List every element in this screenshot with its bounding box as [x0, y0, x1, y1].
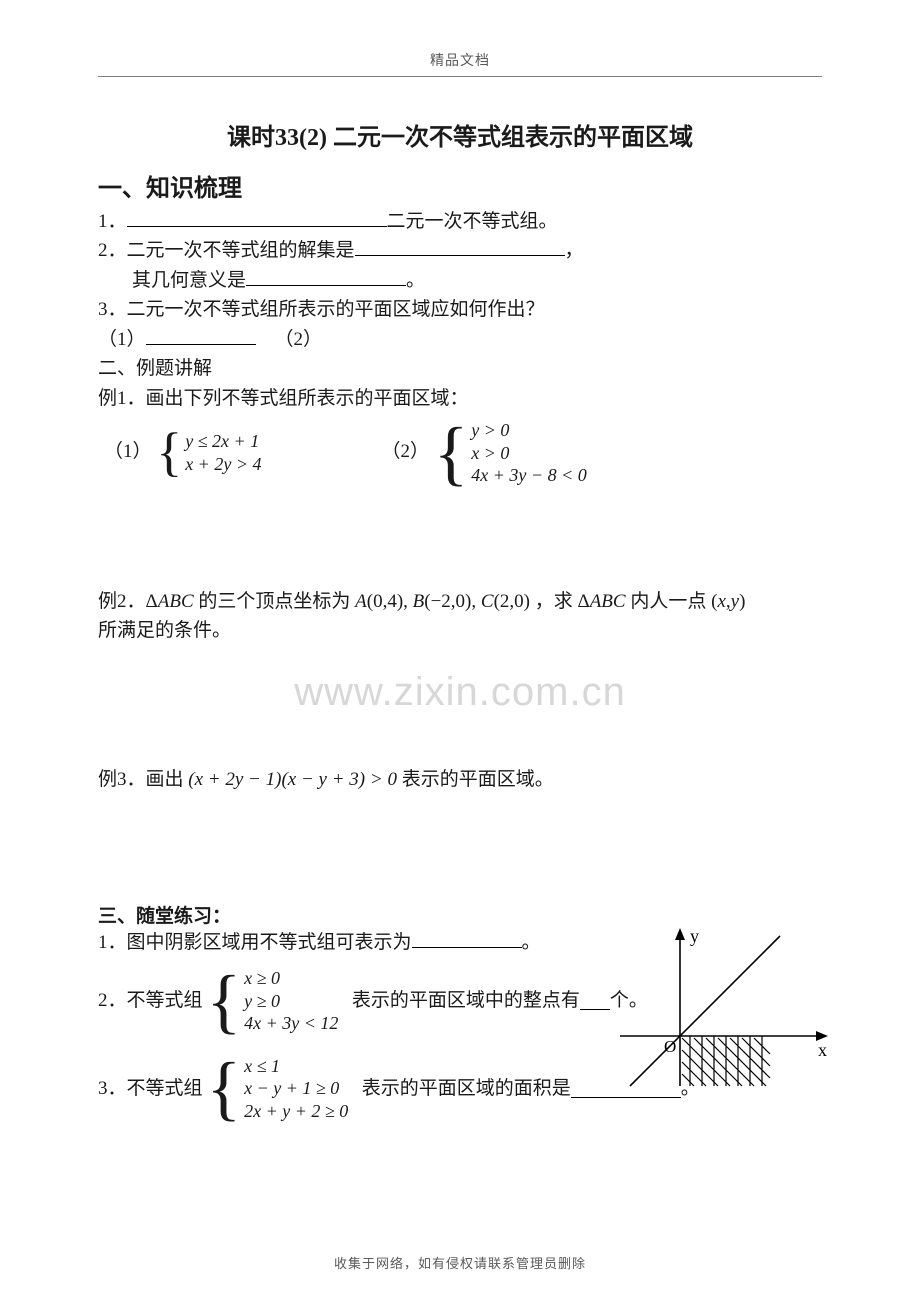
section-2-heading: 二、例题讲解 — [98, 354, 822, 383]
text: 表示的平面区域。 — [402, 769, 554, 790]
text: （2） — [275, 329, 323, 350]
knowledge-item-2-line2: 其几何意义是 。 — [98, 266, 822, 295]
origin-label: O — [664, 1037, 676, 1056]
coordinate-graph: y x O — [620, 926, 830, 1096]
blank-field — [580, 992, 610, 1010]
text: 2．不等式组 — [98, 986, 203, 1015]
page-header: 精品文档 — [98, 50, 822, 77]
example-1-systems: （1） { y ≤ 2x + 1 x + 2y > 4 （2） { y > 0 … — [104, 419, 822, 487]
page-footer: 收集于网络，如有侵权请联系管理员删除 — [0, 1253, 920, 1272]
eq-line: 4x + 3y < 12 — [244, 1012, 338, 1035]
eq-line: x ≥ 0 — [244, 967, 338, 990]
knowledge-item-2: 2．二元一次不等式组的解集是 ， — [98, 236, 822, 265]
section-1-heading: 一、知识梳理 — [98, 168, 822, 203]
eq-line: y ≤ 2x + 1 — [185, 430, 261, 453]
eq-line: x + 2y > 4 — [185, 453, 261, 476]
eq-line: y ≥ 0 — [244, 990, 338, 1013]
blank-field — [127, 209, 387, 227]
left-brace-icon: { — [207, 968, 242, 1034]
knowledge-item-3-sub: （1） （2） — [98, 325, 822, 354]
example-3: 例3．画出 (x + 2y − 1)(x − y + 3) > 0 表示的平面区… — [98, 765, 822, 794]
text: 例3．画出 — [98, 769, 184, 790]
eq-line: 2x + y + 2 ≥ 0 — [244, 1100, 348, 1123]
text: 1．图中阴影区域用不等式组可表示为 — [98, 932, 412, 953]
text: 表示的平面区域中的整点有 — [352, 986, 580, 1015]
eq-line: y > 0 — [471, 419, 586, 442]
eq-line: x − y + 1 ≥ 0 — [244, 1077, 348, 1100]
system-1: （1） { y ≤ 2x + 1 x + 2y > 4 — [104, 428, 261, 478]
section-3-heading: 三、随堂练习： — [98, 901, 822, 928]
y-axis-label: y — [690, 926, 699, 946]
text: 。 — [522, 932, 541, 953]
page-title: 课时33(2) 二元一次不等式组表示的平面区域 — [98, 117, 822, 152]
text: 2．二元一次不等式组的解集是 — [98, 240, 355, 261]
expression: (x + 2y − 1)(x − y + 3) > 0 — [188, 769, 397, 790]
blank-field — [412, 930, 522, 948]
system-1-label: （1） — [104, 441, 152, 462]
text: ΔABC 的三个顶点坐标为 A(0,4), B(−2,0), C(2,0) ，求… — [146, 591, 746, 612]
text: 。 — [406, 270, 425, 291]
eq-line: 4x + 3y − 8 < 0 — [471, 464, 586, 487]
left-brace-icon: { — [156, 428, 182, 478]
x-axis-label: x — [818, 1040, 827, 1060]
text: 3．不等式组 — [98, 1074, 203, 1103]
text: 表示的平面区域的面积是 — [362, 1074, 571, 1103]
example-2-line1: 例2．ΔABC 的三个顶点坐标为 A(0,4), B(−2,0), C(2,0)… — [98, 587, 822, 616]
blank-field — [146, 327, 256, 345]
left-brace-icon: { — [207, 1055, 242, 1121]
example-1-prompt: 例1．画出下列不等式组所表示的平面区域： — [98, 384, 822, 413]
shaded-region — [682, 1036, 770, 1086]
system-2-label: （2） — [381, 441, 429, 462]
left-brace-icon: { — [434, 420, 469, 486]
knowledge-item-3: 3．二元一次不等式组所表示的平面区域应如何作出？ — [98, 295, 822, 324]
text: 二元一次不等式组。 — [387, 211, 558, 232]
header-label: 精品文档 — [430, 54, 490, 69]
arrowhead-icon — [675, 928, 685, 940]
knowledge-item-1: 1．二元一次不等式组。 — [98, 207, 822, 236]
eq-line: x > 0 — [471, 442, 586, 465]
text: 例2． — [98, 591, 146, 612]
text: 其几何意义是 — [132, 270, 246, 291]
blank-field — [246, 268, 406, 286]
text: （1） — [98, 329, 146, 350]
blank-field — [355, 238, 565, 256]
example-2-line2: 所满足的条件。 — [98, 616, 822, 645]
boundary-line — [630, 936, 780, 1086]
text: ， — [565, 240, 584, 261]
system-2: （2） { y > 0 x > 0 4x + 3y − 8 < 0 — [381, 419, 586, 487]
eq-line: x ≤ 1 — [244, 1055, 348, 1078]
